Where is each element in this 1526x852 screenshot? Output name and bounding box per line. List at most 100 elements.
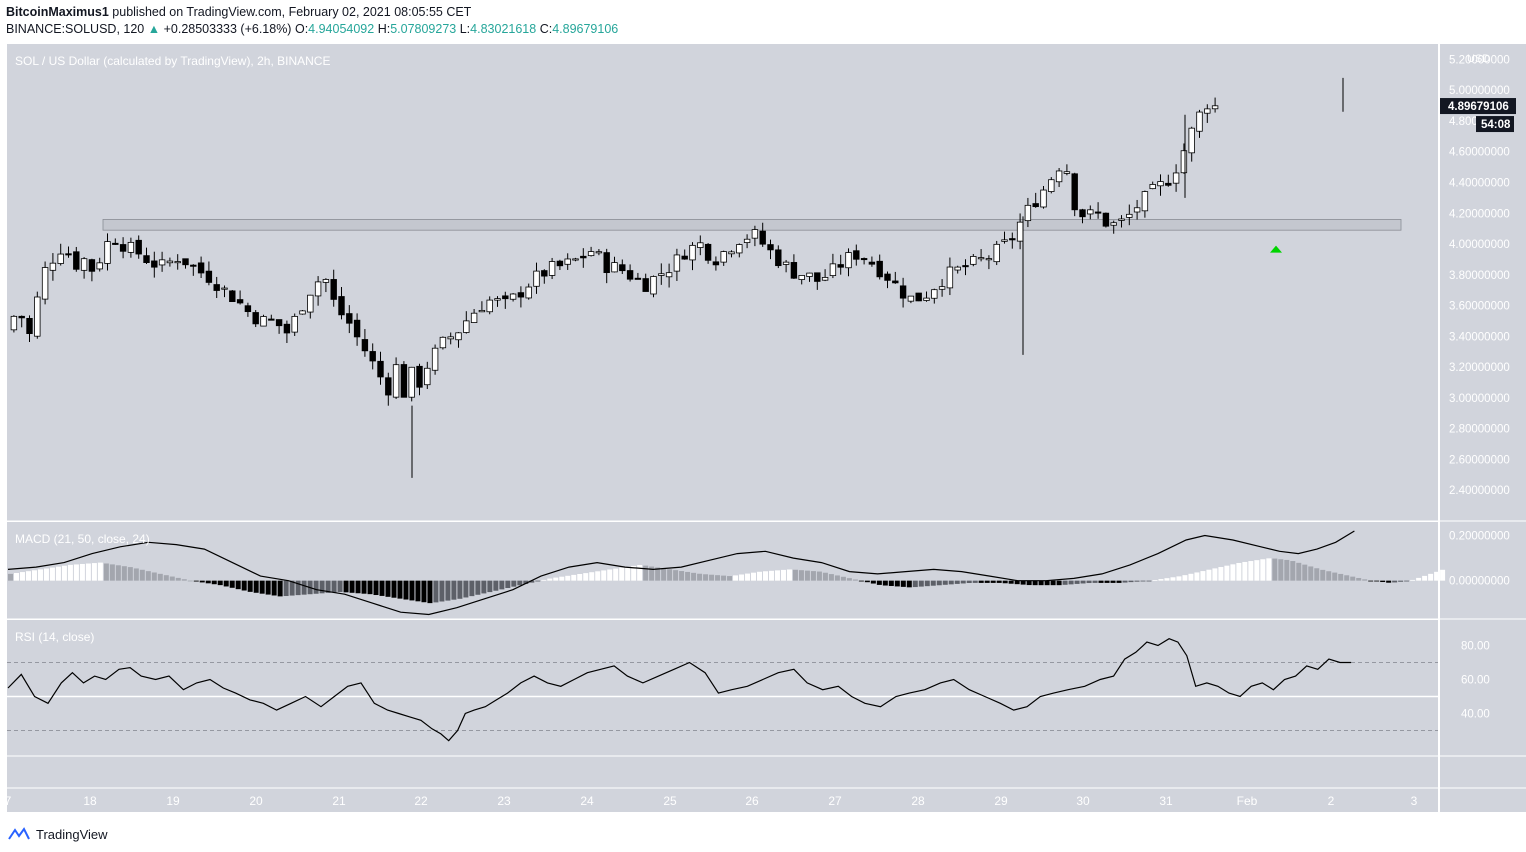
time-tick-label: 20 [249, 794, 263, 808]
brand-label[interactable]: TradingView [36, 826, 108, 842]
empty-pane [7, 756, 1438, 788]
macd-histogram-bar [211, 580, 217, 585]
price-tick-label: 4.00000000 [1449, 239, 1510, 251]
candle-body [135, 239, 142, 255]
macd-histogram-bar [942, 580, 948, 585]
macd-histogram-bar [1404, 580, 1410, 582]
candle-body [1149, 184, 1156, 190]
macd-histogram-bar [1374, 580, 1380, 582]
macd-histogram-bar [709, 574, 715, 581]
macd-histogram-bar [1098, 580, 1104, 583]
currency-label: USD [1467, 53, 1490, 65]
macd-histogram-bar [55, 566, 61, 581]
macd-histogram-bar [840, 576, 846, 581]
macd-histogram-bar [966, 580, 972, 584]
candle-body [385, 377, 392, 396]
low-label: L: [459, 22, 471, 36]
macd-histogram-bar [1002, 580, 1008, 584]
macd-histogram-bar [912, 580, 918, 588]
macd-histogram-bar [649, 566, 655, 581]
macd-histogram-bar [487, 580, 493, 593]
macd-histogram-bar [235, 580, 241, 590]
candle-body [151, 260, 158, 268]
candle-body [307, 294, 314, 313]
macd-histogram-bar [277, 580, 283, 597]
candle-body [213, 284, 220, 291]
candle-body [1211, 105, 1219, 110]
macd-histogram-bar [679, 571, 685, 581]
macd-histogram-bar [259, 580, 265, 594]
macd-histogram-bar [67, 564, 73, 581]
macd-histogram-bar [415, 580, 421, 602]
macd-histogram-bar [331, 580, 337, 593]
macd-histogram-bar [757, 571, 762, 581]
macd-histogram-bar [295, 580, 301, 596]
candle-body [962, 265, 969, 268]
macd-histogram-bar [97, 562, 103, 581]
macd-histogram-bar [1314, 568, 1320, 581]
candle-body [1196, 111, 1203, 132]
candle-body [338, 296, 345, 316]
candle-body [728, 251, 735, 255]
macd-histogram-bar [822, 572, 828, 581]
candle-body [806, 272, 813, 277]
macd-histogram-bar [1218, 567, 1224, 581]
macd-histogram-bar [1272, 558, 1278, 581]
macd-histogram-bar [1368, 580, 1374, 582]
macd-histogram-bar [1236, 562, 1242, 581]
macd-histogram-bar [1134, 580, 1140, 582]
macd-histogram-bar [1290, 561, 1296, 581]
candle-body [821, 277, 829, 281]
macd-histogram-bar [553, 577, 559, 581]
macd-histogram-bar [643, 565, 649, 581]
candle-body [236, 299, 244, 304]
macd-histogram-bar [631, 565, 637, 581]
macd-pane [7, 522, 1438, 619]
candle-body [509, 293, 517, 300]
candle-body [868, 261, 876, 265]
candle-body [1032, 203, 1039, 208]
macd-histogram-bar [217, 580, 223, 586]
candle-body [41, 267, 49, 300]
macd-histogram-bar [715, 575, 721, 581]
macd-histogram-bar [613, 568, 619, 581]
macd-histogram-bar [181, 579, 187, 581]
candle-body [884, 273, 891, 281]
macd-histogram-bar [301, 580, 307, 595]
candle-body [73, 251, 80, 270]
macd-histogram-bar [1434, 571, 1440, 581]
macd-histogram-bar [1422, 575, 1428, 581]
candle-body [494, 298, 501, 301]
macd-histogram-bar [499, 580, 505, 590]
macd-histogram-bar [109, 564, 115, 581]
candle-body [244, 305, 252, 313]
author-name[interactable]: BitcoinMaximus1 [6, 5, 109, 19]
macd-histogram-bar [91, 563, 97, 581]
candle-body [923, 297, 930, 301]
macd-histogram-bar [619, 567, 625, 581]
macd-histogram-bar [816, 571, 822, 581]
macd-histogram-bar [61, 565, 67, 581]
candle-body [1188, 127, 1195, 154]
macd-histogram-bar [241, 580, 247, 591]
candle-body [1016, 221, 1024, 242]
last-price-tag [1440, 98, 1516, 115]
candle-body [112, 242, 119, 245]
close-value: 4.89679106 [552, 22, 619, 36]
macd-histogram-bar [481, 580, 487, 594]
candle-body [34, 296, 41, 337]
macd-histogram-bar [187, 580, 193, 582]
candle-body [416, 365, 423, 388]
price-tick-label: 4.60000000 [1449, 147, 1510, 159]
candle-body [892, 280, 899, 284]
candle-body [10, 315, 18, 331]
candle-body [1118, 218, 1125, 221]
macd-histogram-bar [163, 575, 169, 581]
candle-body [447, 336, 454, 340]
macd-histogram-bar [1200, 571, 1206, 581]
time-tick-label: 29 [994, 794, 1008, 808]
macd-histogram-bar [127, 567, 133, 581]
macd-histogram-bar [139, 569, 145, 581]
macd-histogram-bar [1302, 564, 1308, 581]
